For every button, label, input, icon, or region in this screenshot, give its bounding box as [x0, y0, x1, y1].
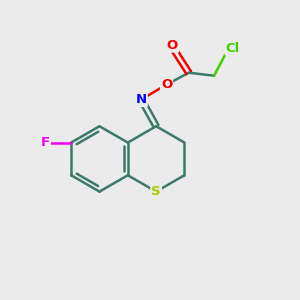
Text: O: O — [167, 39, 178, 52]
Text: F: F — [41, 136, 50, 149]
Text: O: O — [161, 78, 172, 91]
Text: S: S — [151, 185, 161, 198]
Text: N: N — [136, 93, 147, 106]
Text: Cl: Cl — [226, 42, 240, 55]
